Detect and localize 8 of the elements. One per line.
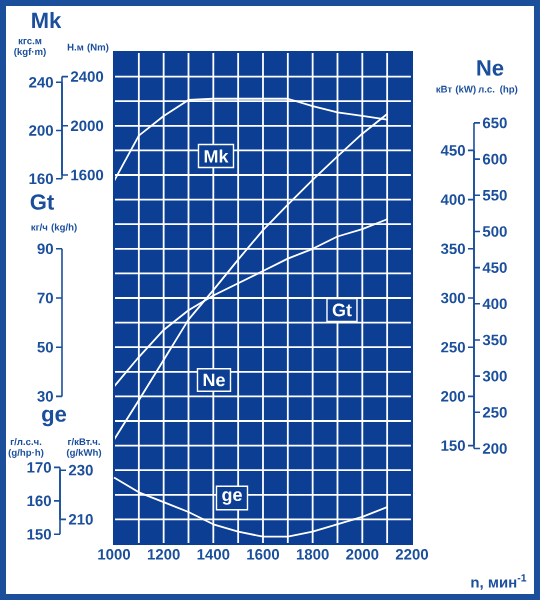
text: Gt: [332, 303, 352, 317]
text: Mk: [32, 12, 62, 28]
series-label: ge: [222, 491, 242, 505]
text: Mk: [204, 149, 229, 163]
text: Ne: [477, 60, 504, 76]
text: ge: [42, 409, 67, 427]
text: Ne: [203, 373, 225, 387]
text: Gt: [30, 194, 54, 210]
